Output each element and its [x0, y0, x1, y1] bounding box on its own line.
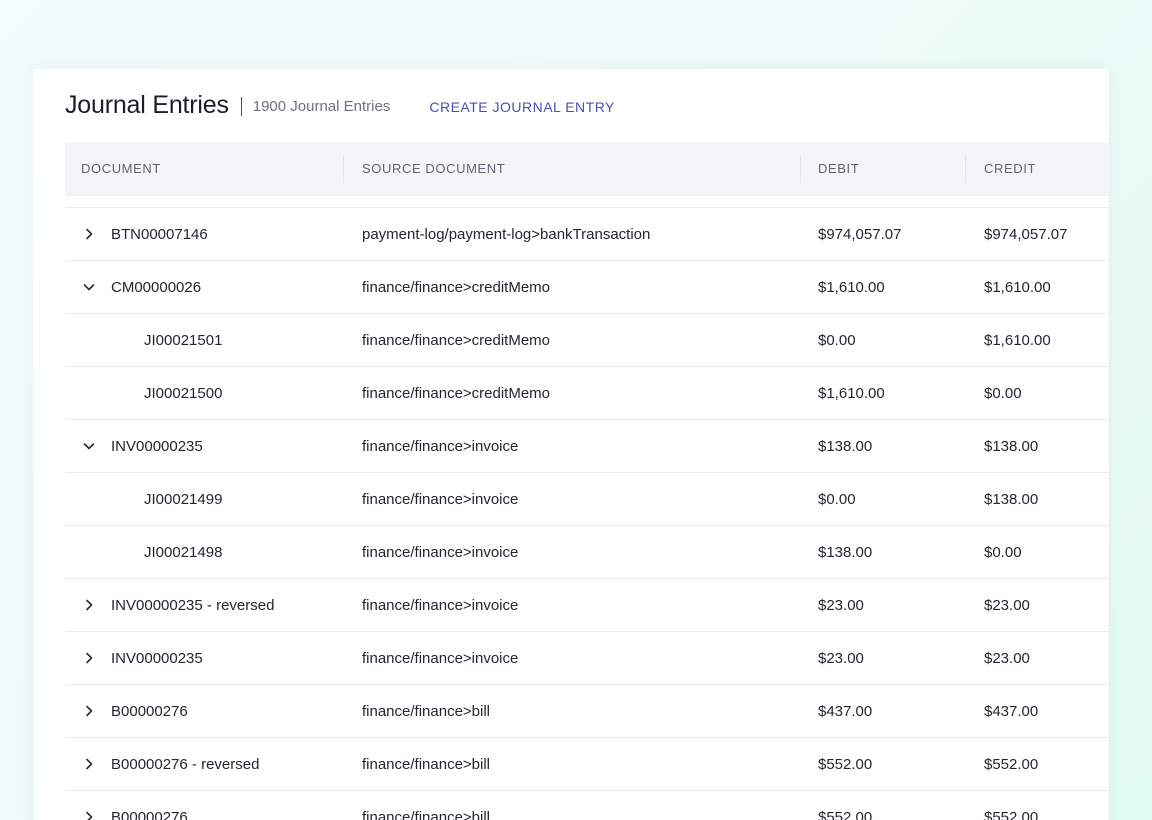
cell-debit: $437.00 — [818, 702, 873, 720]
chevron-right-icon[interactable] — [83, 652, 95, 664]
document-id[interactable]: JI00021500 — [144, 384, 223, 402]
chevron-down-icon[interactable] — [83, 281, 95, 293]
document-id[interactable]: INV00000235 — [111, 649, 203, 667]
cell-source-document: finance/finance>invoice — [362, 490, 519, 508]
document-id[interactable]: JI00021498 — [144, 543, 223, 561]
cell-document: B00000276 — [65, 703, 344, 720]
cell-debit: $0.00 — [818, 490, 856, 508]
cell-source-document: finance/finance>creditMemo — [362, 384, 551, 402]
cell-credit: $552.00 — [984, 808, 1039, 820]
table-row[interactable]: INV00000235 - reversed finance/finance>in… — [65, 579, 1109, 632]
cell-document: JI00021500 — [65, 385, 344, 402]
cell-credit: $23.00 — [984, 649, 1030, 667]
cell-document: JI00021499 — [65, 491, 344, 508]
cell-document: INV00000235 — [65, 650, 344, 667]
cell-document: BTN00007146 — [65, 226, 344, 243]
column-header-document[interactable]: DOCUMENT — [65, 154, 344, 183]
journal-entries-table: DOCUMENT SOURCE DOCUMENT DEBIT CREDIT BT… — [65, 142, 1109, 820]
cell-debit: $974,057.07 — [818, 225, 902, 243]
cell-credit: $138.00 — [984, 437, 1039, 455]
column-header-source-document[interactable]: SOURCE DOCUMENT — [344, 154, 801, 183]
table-body: BTN00007146 payment-log/payment-log>bankT… — [65, 208, 1109, 820]
cell-source-document: payment-log/payment-log>bankTransaction — [362, 225, 651, 243]
chevron-right-icon[interactable] — [83, 228, 95, 240]
cell-document: JI00021498 — [65, 544, 344, 561]
table-child-row[interactable]: JI00021498 finance/finance>invoice $138.00… — [65, 526, 1109, 579]
table-row[interactable]: B00000276 - reversed finance/finance>bill… — [65, 738, 1109, 791]
table-header: DOCUMENT SOURCE DOCUMENT DEBIT CREDIT — [65, 142, 1109, 196]
table-row[interactable]: B00000276 finance/finance>bill $437.00 $437… — [65, 685, 1109, 738]
cell-debit: $23.00 — [818, 596, 864, 614]
cell-document: B00000276 — [65, 809, 344, 820]
document-id[interactable]: JI00021499 — [144, 490, 223, 508]
document-id[interactable]: CM00000026 — [111, 278, 202, 296]
table-row[interactable]: B00000276 finance/finance>bill $552.00 $552… — [65, 791, 1109, 820]
cell-credit: $23.00 — [984, 596, 1030, 614]
document-id[interactable]: B00000276 — [111, 702, 188, 720]
table-child-row[interactable]: JI00021499 finance/finance>invoice $0.00 $1… — [65, 473, 1109, 526]
column-header-credit[interactable]: CREDIT — [984, 161, 1036, 176]
table-row[interactable]: INV00000235 finance/finance>invoice $23.00… — [65, 632, 1109, 685]
cell-source-document: finance/finance>invoice — [362, 596, 519, 614]
table-header-gap — [65, 196, 1109, 208]
cell-debit: $23.00 — [818, 649, 864, 667]
document-id[interactable]: B00000276 — [111, 808, 188, 820]
cell-credit: $138.00 — [984, 490, 1039, 508]
document-id[interactable]: INV00000235 - reversed — [111, 596, 275, 614]
chevron-right-icon[interactable] — [83, 705, 95, 717]
cell-source-document: finance/finance>bill — [362, 755, 491, 773]
table-row[interactable]: BTN00007146 payment-log/payment-log>bankT… — [65, 208, 1109, 261]
document-id[interactable]: BTN00007146 — [111, 225, 208, 243]
cell-source-document: finance/finance>invoice — [362, 543, 519, 561]
cell-credit: $437.00 — [984, 702, 1039, 720]
cell-document: JI00021501 — [65, 332, 344, 349]
document-id[interactable]: B00000276 - reversed — [111, 755, 260, 773]
cell-credit: $1,610.00 — [984, 331, 1051, 349]
entry-count: 1900 Journal Entries — [252, 98, 391, 115]
journal-entries-card: Journal Entries 1900 Journal Entries CRE… — [33, 69, 1109, 820]
cell-debit: $552.00 — [818, 808, 873, 820]
chevron-right-icon[interactable] — [83, 811, 95, 820]
table-child-row[interactable]: JI00021501 finance/finance>creditMemo $0.0… — [65, 314, 1109, 367]
cell-debit: $1,610.00 — [818, 278, 885, 296]
cell-document: B00000276 - reversed — [65, 756, 344, 773]
title-divider — [240, 97, 242, 116]
cell-source-document: finance/finance>invoice — [362, 437, 519, 455]
cell-source-document: finance/finance>creditMemo — [362, 331, 551, 349]
cell-source-document: finance/finance>bill — [362, 808, 491, 820]
cell-credit: $0.00 — [984, 543, 1022, 561]
column-header-debit[interactable]: DEBIT — [801, 154, 966, 183]
document-id[interactable]: JI00021501 — [144, 331, 223, 349]
cell-source-document: finance/finance>creditMemo — [362, 278, 551, 296]
cell-debit: $0.00 — [818, 331, 856, 349]
cell-debit: $552.00 — [818, 755, 873, 773]
cell-source-document: finance/finance>bill — [362, 702, 491, 720]
cell-credit: $974,057.07 — [984, 225, 1068, 243]
document-id[interactable]: INV00000235 — [111, 437, 203, 455]
cell-document: CM00000026 — [65, 279, 344, 296]
cell-debit: $1,610.00 — [818, 384, 885, 402]
table-child-row[interactable]: JI00021500 finance/finance>creditMemo $1,6… — [65, 367, 1109, 420]
page-title: Journal Entries — [65, 91, 229, 119]
cell-credit: $0.00 — [984, 384, 1022, 402]
cell-source-document: finance/finance>invoice — [362, 649, 519, 667]
cell-debit: $138.00 — [818, 543, 873, 561]
cell-credit: $1,610.00 — [984, 278, 1051, 296]
chevron-right-icon[interactable] — [83, 599, 95, 611]
page-header: Journal Entries 1900 Journal Entries CRE… — [33, 69, 1109, 142]
table-row[interactable]: INV00000235 finance/finance>invoice $138.0… — [65, 420, 1109, 473]
cell-document: INV00000235 — [65, 438, 344, 455]
chevron-right-icon[interactable] — [83, 758, 95, 770]
create-journal-entry-button[interactable]: CREATE JOURNAL ENTRY — [429, 98, 615, 115]
table-row[interactable]: CM00000026 finance/finance>creditMemo $1,6… — [65, 261, 1109, 314]
cell-document: INV00000235 - reversed — [65, 597, 344, 614]
cell-credit: $552.00 — [984, 755, 1039, 773]
cell-debit: $138.00 — [818, 437, 873, 455]
chevron-down-icon[interactable] — [83, 440, 95, 452]
